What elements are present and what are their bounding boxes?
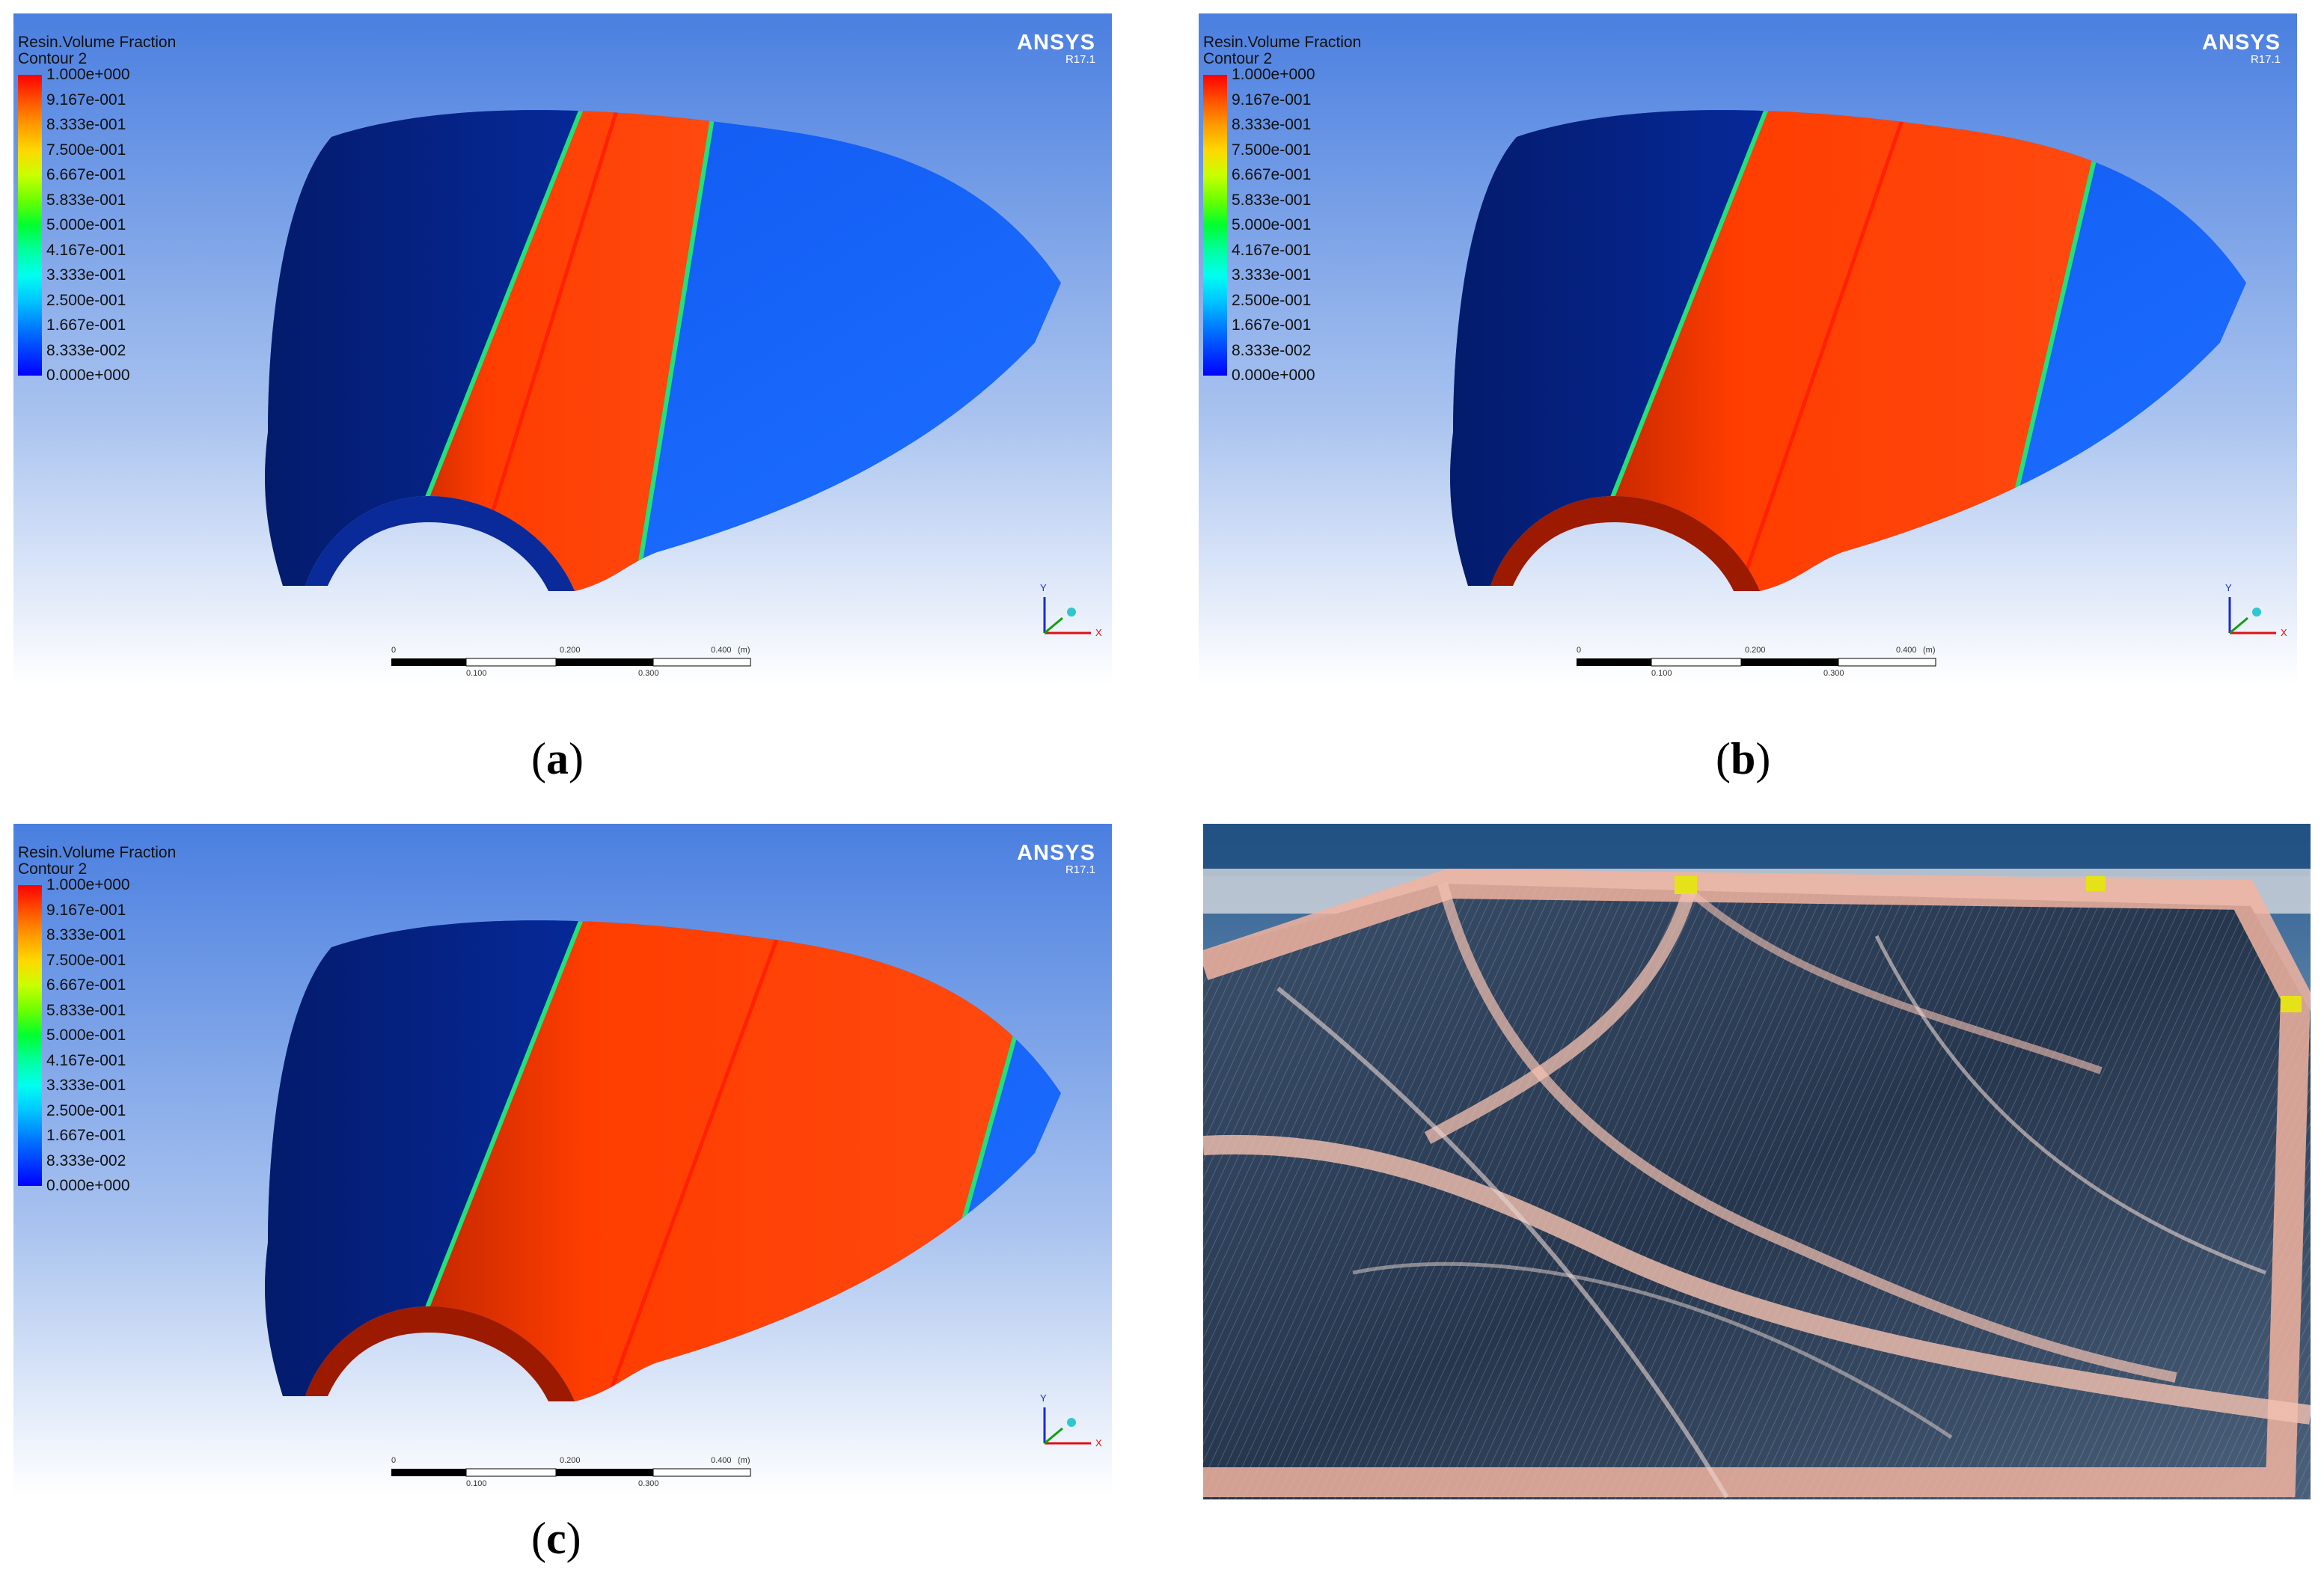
legend-value: 8.333e-001 (1232, 116, 1312, 133)
contour-geometry (1199, 13, 2297, 685)
ansys-logo: ANSYS R17.1 (1017, 31, 1095, 66)
axis-label-y: Y (1040, 1392, 1047, 1404)
legend-colorbar (1203, 75, 1227, 376)
legend-value: 7.500e-001 (1232, 141, 1312, 159)
legend-variable: Resin.Volume Fraction (1203, 34, 1362, 51)
scale-label-bottom: 0.100 (1651, 669, 1672, 678)
legend-value: 5.000e-001 (1232, 216, 1312, 233)
scale-label-top: 0.400 (711, 1456, 732, 1465)
axis-label-x: X (2281, 627, 2287, 638)
caption-a: (a) (531, 734, 584, 783)
brand-version: R17.1 (2250, 53, 2281, 66)
legend-title: Resin.Volume Fraction Contour 2 (1203, 34, 1361, 67)
legend-value: 5.833e-001 (1232, 191, 1312, 209)
legend-value: 6.667e-001 (46, 166, 126, 183)
scale-label-bottom: 0.300 (638, 669, 659, 678)
brand-version: R17.1 (1065, 863, 1095, 876)
legend-contour-name: Contour 2 (18, 50, 88, 67)
legend-value: 3.333e-001 (46, 266, 126, 284)
scale-label-top: 0 (1577, 646, 1582, 655)
contour-geometry (13, 13, 1112, 685)
legend-value: 2.500e-001 (46, 1101, 126, 1119)
infusion-photo (1203, 824, 2311, 1499)
legend-value: 2.500e-001 (46, 291, 126, 309)
legend-value: 7.500e-001 (46, 951, 126, 969)
scale-label-bottom: 0.100 (466, 669, 487, 678)
legend-value: 5.000e-001 (46, 216, 126, 233)
scale-label-top: 0 (391, 1456, 397, 1465)
ansys-logo: ANSYS R17.1 (2202, 31, 2281, 66)
legend-value: 1.000e+000 (1232, 66, 1315, 83)
scale-label-top: (m) (738, 646, 750, 655)
legend-value: 9.167e-001 (46, 901, 126, 919)
legend-value: 7.500e-001 (46, 141, 126, 159)
legend-value: 0.000e+000 (46, 1177, 130, 1194)
legend-value: 6.667e-001 (46, 976, 126, 994)
scale-label-top: 0.400 (711, 646, 732, 655)
contour-panel-a: Resin.Volume Fraction Contour 2 1.000e+000… (13, 13, 1112, 685)
legend-value: 4.167e-001 (46, 1051, 126, 1069)
legend-title: Resin.Volume Fraction Contour 2 (18, 845, 176, 878)
axis-label-x: X (1095, 1437, 1102, 1449)
legend-value: 6.667e-001 (1232, 166, 1312, 183)
axis-label-y: Y (1040, 582, 1047, 593)
legend-value: 4.167e-001 (46, 241, 126, 259)
axis-label-x: X (1095, 627, 1102, 638)
legend-value: 5.833e-001 (46, 191, 126, 209)
legend-value: 0.000e+000 (46, 367, 130, 384)
scale-label-top: 0 (391, 646, 397, 655)
legend-value: 8.333e-002 (1232, 341, 1312, 359)
legend-contour-name: Contour 2 (1203, 50, 1273, 67)
brand-version: R17.1 (1065, 53, 1095, 66)
contour-panel-b: Resin.Volume Fraction Contour 2 1.000e+000… (1199, 13, 2297, 685)
brand-name: ANSYS (1017, 31, 1095, 55)
scale-label-bottom: 0.300 (638, 1479, 659, 1488)
legend-value: 8.333e-001 (46, 116, 126, 133)
scale-label-bottom: 0.300 (1823, 669, 1844, 678)
brand-name: ANSYS (1017, 841, 1095, 865)
legend-labels: 1.000e+000 9.167e-001 8.333e-001 7.500e-001… (1232, 66, 1315, 392)
axis-label-y: Y (2225, 582, 2232, 593)
legend-value: 0.000e+000 (1232, 367, 1315, 384)
legend-value: 3.333e-001 (46, 1077, 126, 1094)
scale-label-top: 0.200 (1745, 646, 1766, 655)
caption-b: (b) (1716, 734, 1771, 783)
legend-value: 8.333e-001 (46, 926, 126, 944)
legend-value: 1.000e+000 (46, 876, 130, 893)
legend-value: 1.667e-001 (1232, 316, 1312, 334)
legend-value: 5.833e-001 (46, 1001, 126, 1019)
legend-value: 9.167e-001 (1232, 91, 1312, 108)
scale-label-top: 0.400 (1896, 646, 1917, 655)
caption-c: (c) (531, 1514, 581, 1563)
brand-name: ANSYS (2202, 31, 2281, 55)
legend-value: 8.333e-002 (46, 341, 126, 359)
legend-value: 2.500e-001 (1232, 291, 1312, 309)
legend-value: 5.000e-001 (46, 1027, 126, 1044)
legend-contour-name: Contour 2 (18, 860, 88, 878)
legend-variable: Resin.Volume Fraction (18, 34, 177, 51)
legend-title: Resin.Volume Fraction Contour 2 (18, 34, 176, 67)
scale-label-top: 0.200 (560, 646, 581, 655)
contour-panel-c: Resin.Volume Fraction Contour 2 1.000e+000… (13, 824, 1112, 1496)
scale-label-top: (m) (738, 1456, 750, 1465)
legend-labels: 1.000e+000 9.167e-001 8.333e-001 7.500e-001… (46, 876, 130, 1202)
legend-value: 1.667e-001 (46, 1127, 126, 1144)
legend-value: 1.667e-001 (46, 316, 126, 334)
legend-value: 3.333e-001 (1232, 266, 1312, 284)
legend-value: 8.333e-002 (46, 1152, 126, 1169)
scale-label-top: 0.200 (560, 1456, 581, 1465)
scale-label-top: (m) (1923, 646, 1936, 655)
legend-value: 1.000e+000 (46, 66, 130, 83)
legend-colorbar (18, 75, 42, 376)
photo-illustration (1203, 824, 2311, 1499)
legend-value: 4.167e-001 (1232, 241, 1312, 259)
legend-variable: Resin.Volume Fraction (18, 844, 177, 861)
legend-colorbar (18, 885, 42, 1186)
ansys-logo: ANSYS R17.1 (1017, 842, 1095, 876)
legend-value: 9.167e-001 (46, 91, 126, 108)
legend-labels: 1.000e+000 9.167e-001 8.333e-001 7.500e-001… (46, 66, 130, 392)
contour-geometry (13, 824, 1112, 1496)
scale-label-bottom: 0.100 (466, 1479, 487, 1488)
